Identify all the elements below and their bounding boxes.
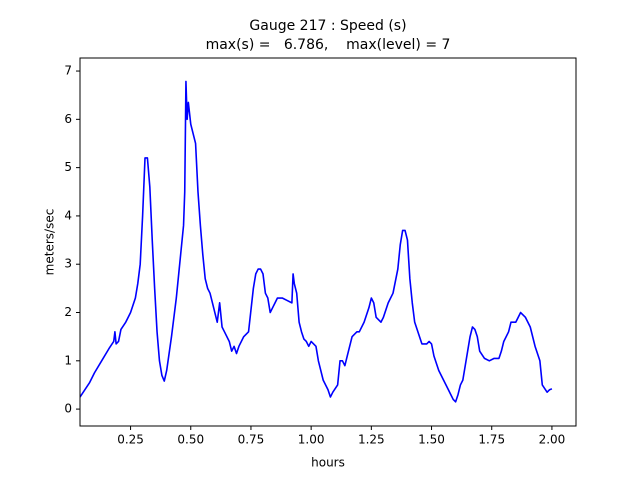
x-tick-label: 0.50 [177,433,204,447]
y-tick-label: 0 [64,402,72,416]
y-tick-label: 3 [64,257,72,271]
chart-subtitle: max(s) = 6.786, max(level) = 7 [206,37,451,53]
x-tick-label: 2.00 [539,433,566,447]
x-tick-label: 1.25 [358,433,385,447]
y-tick-label: 2 [64,305,72,319]
x-tick-label: 1.75 [478,433,505,447]
y-tick-label: 5 [64,160,72,174]
x-tick-label: 0.25 [117,433,144,447]
x-tick-label: 1.00 [298,433,325,447]
y-axis-label: meters/sec [43,209,57,276]
y-tick-label: 4 [64,208,72,222]
chart-title: Gauge 217 : Speed (s) [249,18,406,34]
y-tick-label: 1 [64,353,72,367]
x-tick-label: 1.50 [418,433,445,447]
y-tick-label: 6 [64,112,72,126]
x-tick-label: 0.75 [238,433,265,447]
x-axis-label: hours [311,456,345,470]
plot-frame [79,57,577,427]
y-tick-label: 7 [64,64,72,78]
data-line [80,80,553,403]
